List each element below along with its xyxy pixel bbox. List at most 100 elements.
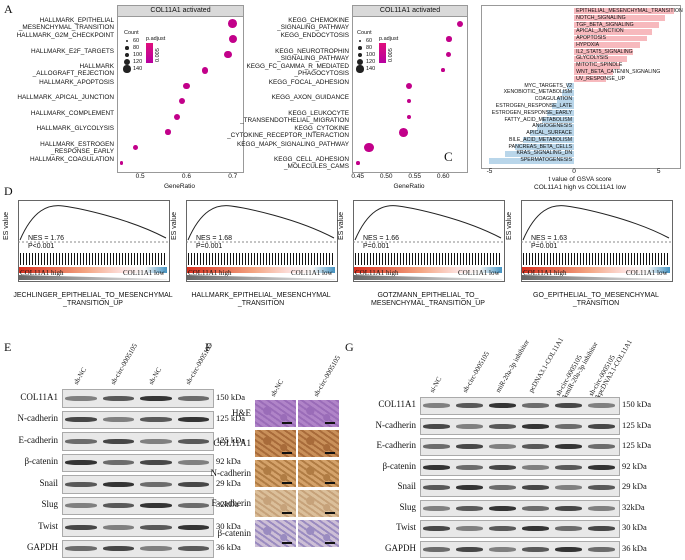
- dotplot-term-label: HALLMARK_COAGULATION: [29, 156, 114, 164]
- protein-band: [423, 403, 450, 409]
- bar: [574, 28, 652, 35]
- bar-label: SPERMATOGENESIS: [520, 157, 573, 164]
- legend-count-label: 120: [133, 59, 143, 65]
- gsea-hit-ticks: [20, 253, 166, 265]
- protein-band: [140, 417, 172, 423]
- protein-label: Slug: [41, 499, 58, 510]
- legend-padj-value: 0.005: [155, 48, 161, 62]
- legend-count-label: 100: [366, 52, 376, 58]
- protein-band: [102, 395, 134, 401]
- protein-band: [177, 481, 209, 487]
- sample-label: sh-NC: [268, 378, 285, 398]
- bar: [574, 76, 607, 83]
- legend-count-dot: [125, 39, 129, 43]
- protein-label: N-cadherin: [375, 419, 416, 430]
- scale-bar: [325, 452, 335, 454]
- bar: [530, 130, 575, 137]
- blot-strip: [62, 518, 214, 537]
- dotplot-term-label: KEGG_LEUKOCYTE _TRANSENDOTHELIAL_MIGRATI…: [240, 109, 349, 124]
- protein-label: β-catenin: [24, 456, 58, 467]
- bar-label: WNT_BETA_CATENIN_SIGNALING: [576, 69, 661, 76]
- protein-band: [522, 403, 549, 409]
- protein-band: [177, 438, 209, 444]
- bar-label: KRAS_SIGNALING_DN: [516, 150, 573, 157]
- protein-band: [522, 546, 549, 552]
- protein-band: [555, 505, 582, 511]
- bar-label: XENOBIOTIC_METABOLISM: [503, 89, 573, 96]
- bar: [504, 150, 575, 157]
- dotplot-point: [405, 82, 413, 89]
- protein-band: [588, 423, 615, 429]
- protein-band: [102, 460, 134, 466]
- gsea-hit-ticks: [355, 253, 501, 265]
- protein-band: [140, 460, 172, 466]
- bar: [557, 96, 575, 103]
- legend-count-dot: [358, 39, 362, 43]
- protein-band: [489, 505, 516, 511]
- protein-band: [489, 485, 516, 491]
- dotplot-point: [364, 143, 374, 153]
- bar: [574, 35, 647, 42]
- dotplot-term-label: HALLMARK_ESTROGEN _RESPONSE_EARLY: [40, 140, 114, 155]
- kda-label: 30 kDa: [216, 520, 241, 531]
- bar-label: ESTROGEN_RESPONSE_LATE: [495, 102, 573, 109]
- blot-strip: [420, 458, 620, 476]
- panel-label-e: E: [4, 340, 12, 354]
- bar: [523, 137, 575, 144]
- panel-label-g: G: [345, 340, 354, 354]
- protein-label: E-cadherin: [376, 440, 416, 451]
- protein-band: [489, 546, 516, 552]
- gsea-geneset-name: HALLMARK_EPITHELIAL_MESENCHYMAL _TRANSIT…: [191, 292, 331, 307]
- blot-strip: [420, 417, 620, 435]
- bar: [574, 15, 666, 22]
- sample-label: sh-NC: [146, 366, 163, 386]
- bar-label: ESTROGEN_RESPONSE_EARLY: [491, 109, 573, 116]
- bar: [567, 83, 575, 89]
- legend-count-title: Count: [124, 30, 139, 36]
- legend-padj-colorbar: [146, 43, 153, 63]
- dotplot-point: [183, 82, 190, 89]
- x-tick-label: 0.7: [228, 173, 238, 180]
- dotplot-term-label: HALLMARK_GLYCOLYSIS: [36, 125, 114, 133]
- protein-band: [423, 505, 450, 511]
- protein-band: [555, 444, 582, 450]
- scale-bar: [282, 452, 292, 454]
- blot-strip: [420, 438, 620, 456]
- sample-label: miR-20a-3p inhibitor: [493, 338, 531, 394]
- gsea-pvalue: P<0.001: [28, 243, 55, 250]
- kda-label: 29 kDa: [216, 477, 241, 488]
- gsea-high-label: COL11A1 high: [188, 269, 232, 277]
- ihc-row-label: E-cadherin: [211, 497, 251, 508]
- bar: [562, 89, 575, 96]
- kda-label: 125 kDa: [216, 413, 246, 424]
- legend-count-dot: [357, 52, 363, 58]
- gsea-pvalue: P=0.001: [196, 243, 223, 250]
- sample-label: sh-circ-0005105: [109, 342, 140, 386]
- dotplot-point: [457, 20, 464, 27]
- protein-label: Slug: [399, 501, 416, 512]
- protein-band: [588, 505, 615, 511]
- x-tick-label: 0.45: [351, 173, 365, 180]
- kda-label: 32kDa: [216, 499, 239, 510]
- dotplot-term-label: KEGG_NEUROTROPHIN _SIGNALING_PATHWAY: [275, 47, 349, 62]
- dotplot-term-label: HALLMARK_COMPLEMENT: [30, 109, 114, 117]
- blot-strip: [420, 479, 620, 497]
- protein-band: [522, 444, 549, 450]
- protein-band: [555, 485, 582, 491]
- dotplot-term-label: KEGG_AXON_GUIDANCE: [271, 94, 349, 102]
- x-tick-label: 5: [656, 168, 661, 175]
- gsea-curve-path: [19, 205, 167, 241]
- protein-band: [65, 417, 97, 423]
- blot-strip: [62, 389, 214, 408]
- protein-band: [588, 464, 615, 470]
- dotplot-point: [224, 51, 232, 59]
- gsea-rank-bar: [19, 267, 167, 273]
- protein-band: [522, 485, 549, 491]
- bar-label: FATTY_ACID_METABOLISM: [504, 116, 573, 123]
- dotplot-term-label: KEGG_FC_GAMMA_R_MEDIATED _PHAGOCYTOSIS: [246, 63, 349, 78]
- bar-label: ANGIOGENESIS: [532, 123, 573, 130]
- bar-label: APICAL_SURFACE: [526, 130, 573, 137]
- legend-count-dot: [357, 59, 363, 65]
- protein-label: GAPDH: [384, 542, 416, 553]
- gsea-low-label: COL11A1 low: [291, 269, 333, 277]
